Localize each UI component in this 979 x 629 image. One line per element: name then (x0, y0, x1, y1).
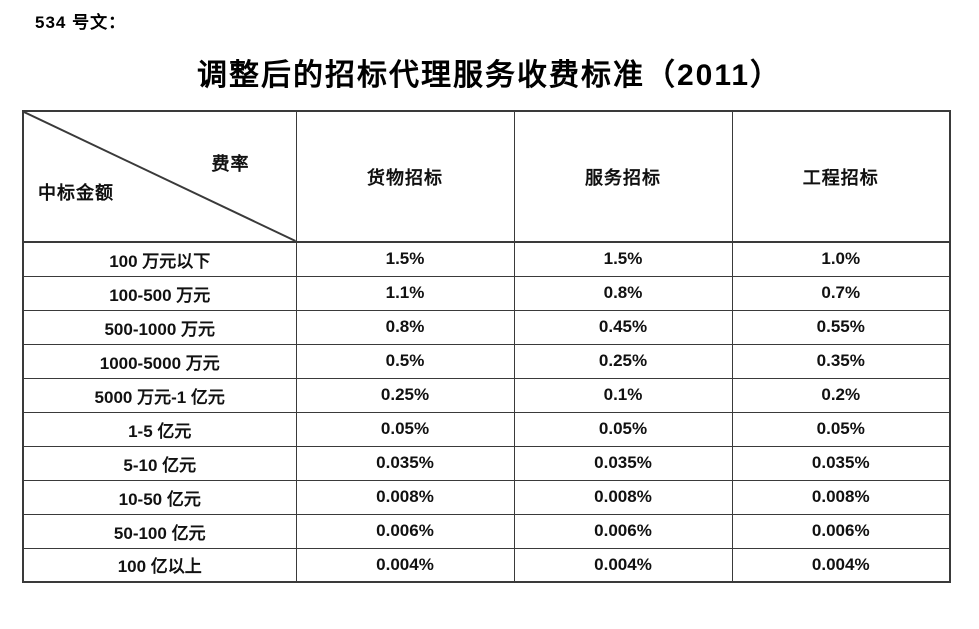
table-row: 100 万元以下 1.5% 1.5% 1.0% (22, 241, 951, 277)
table-cell: 0.05% (513, 411, 733, 447)
table-cell: 0.8% (295, 309, 515, 345)
row-label: 10-50 亿元 (22, 479, 297, 515)
table-cell: 0.2% (731, 377, 951, 413)
table-cell: 0.05% (731, 411, 951, 447)
table-corner-cell: 费率 中标金额 (22, 110, 297, 243)
table-cell: 0.004% (295, 547, 515, 583)
table-cell: 1.0% (731, 241, 951, 277)
document-number-label: 534 号文： (35, 13, 127, 32)
table-cell: 0.004% (731, 547, 951, 583)
row-label: 100 亿以上 (22, 547, 297, 583)
row-label: 1-5 亿元 (22, 411, 297, 447)
table-cell: 0.035% (513, 445, 733, 481)
table-cell: 0.1% (513, 377, 733, 413)
table-cell: 0.008% (295, 479, 515, 515)
row-label: 5000 万元-1 亿元 (22, 377, 297, 413)
table-row: 500-1000 万元 0.8% 0.45% 0.55% (22, 309, 951, 345)
row-label: 100-500 万元 (22, 275, 297, 311)
table-cell: 0.25% (295, 377, 515, 413)
table-cell: 0.035% (295, 445, 515, 481)
table-cell: 0.006% (295, 513, 515, 549)
row-label: 500-1000 万元 (22, 309, 297, 345)
table-cell: 0.008% (731, 479, 951, 515)
row-label: 1000-5000 万元 (22, 343, 297, 379)
fee-rate-table: 费率 中标金额 货物招标 服务招标 工程招标 100 万元以下 1.5% 1.5… (22, 110, 951, 583)
table-cell: 0.006% (513, 513, 733, 549)
table-cell: 0.7% (731, 275, 951, 311)
diagonal-divider-line (24, 112, 296, 241)
table-row: 100 亿以上 0.004% 0.004% 0.004% (22, 547, 951, 583)
table-cell: 1.1% (295, 275, 515, 311)
table-cell: 0.05% (295, 411, 515, 447)
header-row: 费率 中标金额 货物招标 服务招标 工程招标 (22, 110, 951, 243)
table-cell: 1.5% (513, 241, 733, 277)
corner-label-amount: 中标金额 (38, 183, 114, 203)
table-cell: 0.55% (731, 309, 951, 345)
table-cell: 0.008% (513, 479, 733, 515)
table-row: 100-500 万元 1.1% 0.8% 0.7% (22, 275, 951, 311)
table-cell: 0.006% (731, 513, 951, 549)
table-row: 5000 万元-1 亿元 0.25% 0.1% 0.2% (22, 377, 951, 413)
table-cell: 0.5% (295, 343, 515, 379)
table-cell: 0.45% (513, 309, 733, 345)
column-header-goods: 货物招标 (295, 110, 515, 243)
table-row: 5-10 亿元 0.035% 0.035% 0.035% (22, 445, 951, 481)
column-header-engineering: 工程招标 (731, 110, 951, 243)
table-cell: 0.8% (513, 275, 733, 311)
table-cell: 0.035% (731, 445, 951, 481)
table-cell: 0.004% (513, 547, 733, 583)
table-row: 10-50 亿元 0.008% 0.008% 0.008% (22, 479, 951, 515)
page-title: 调整后的招标代理服务收费标准（2011） (196, 59, 783, 92)
row-label: 100 万元以下 (22, 241, 297, 277)
table-row: 1-5 亿元 0.05% 0.05% 0.05% (22, 411, 951, 447)
corner-label-rate: 费率 (211, 154, 250, 174)
table-row: 50-100 亿元 0.006% 0.006% 0.006% (22, 513, 951, 549)
table-cell: 0.35% (731, 343, 951, 379)
table-row: 1000-5000 万元 0.5% 0.25% 0.35% (22, 343, 951, 379)
row-label: 5-10 亿元 (22, 445, 297, 481)
column-header-services: 服务招标 (513, 110, 733, 243)
table-cell: 1.5% (295, 241, 515, 277)
row-label: 50-100 亿元 (22, 513, 297, 549)
table-cell: 0.25% (513, 343, 733, 379)
